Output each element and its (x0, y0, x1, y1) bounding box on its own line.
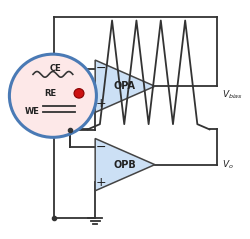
Text: +: + (95, 176, 106, 189)
Text: V$_{o}$: V$_{o}$ (222, 158, 234, 171)
Circle shape (74, 89, 84, 98)
Text: V$_{bias}$: V$_{bias}$ (222, 88, 243, 101)
Polygon shape (95, 60, 155, 112)
Text: −: − (96, 62, 106, 75)
Text: OPA: OPA (114, 81, 136, 91)
Text: −: − (96, 141, 106, 154)
Circle shape (10, 54, 97, 137)
Text: WE: WE (24, 107, 39, 116)
Text: RE: RE (44, 89, 56, 98)
Text: CE: CE (50, 64, 61, 73)
Text: +: + (95, 97, 106, 110)
Polygon shape (95, 139, 155, 191)
Text: OPB: OPB (114, 160, 136, 170)
